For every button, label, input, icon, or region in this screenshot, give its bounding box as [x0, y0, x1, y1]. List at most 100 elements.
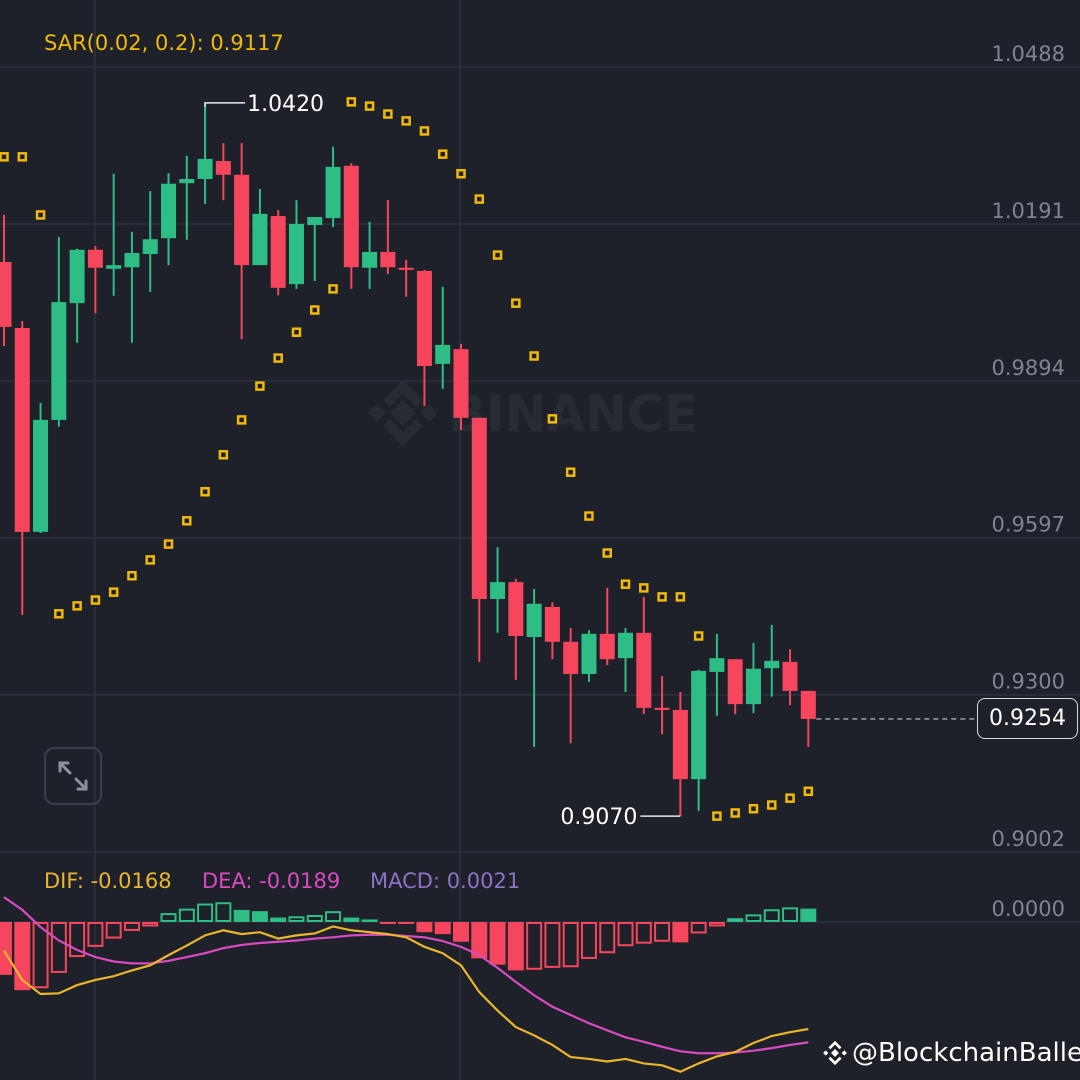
sar-dot: [547, 414, 558, 424]
macd-bar: [507, 922, 524, 971]
macd-bar: [416, 922, 433, 933]
macd-bar: [379, 922, 396, 924]
candle-down: [672, 691, 688, 817]
sar-dot: [310, 305, 320, 315]
macd-bar: [343, 917, 360, 922]
candle-body: [471, 417, 487, 599]
macd-bar: [123, 922, 140, 931]
sar-dot: [693, 631, 704, 641]
price-axis-label: 0.9894: [992, 356, 1065, 380]
candle-up: [325, 146, 341, 228]
sar-dot: [108, 587, 119, 597]
candle-body: [453, 349, 469, 418]
candle-body: [745, 668, 761, 705]
candle-body: [124, 252, 140, 268]
expand-chart-button[interactable]: [44, 747, 102, 805]
binance-logo-icon: [823, 1040, 847, 1066]
macd-bar: [690, 922, 707, 934]
candle-body: [14, 327, 30, 532]
candle-up: [490, 547, 506, 633]
sar-dot: [657, 592, 667, 602]
candle-down: [343, 163, 359, 289]
candle-down: [508, 578, 524, 680]
candle-body: [599, 633, 615, 660]
candle-body: [288, 223, 304, 285]
macd-bar: [580, 922, 597, 959]
price-axis-label: 0.9597: [992, 513, 1065, 537]
macd-legend: MACD: 0.0021: [370, 869, 521, 893]
candle-body: [544, 606, 560, 642]
candle-body: [581, 633, 597, 675]
macd-bar: [270, 917, 287, 922]
macd-bar: [87, 922, 104, 947]
candle-down: [654, 676, 670, 735]
candle-down: [471, 417, 487, 662]
candle-down: [453, 343, 469, 430]
sar-dot: [200, 487, 210, 497]
candle-body: [106, 265, 122, 269]
price-axis: 1.0488 1.0191 0.9894 0.9597 0.9300 0.9002 0.00…: [992, 42, 1065, 921]
candle-down: [380, 200, 396, 275]
candle-down: [87, 246, 103, 314]
candle-up: [764, 624, 780, 697]
binance-logo-icon: [368, 380, 438, 446]
candle-down: [563, 628, 579, 744]
candle-down: [215, 143, 231, 201]
candle-up: [581, 630, 597, 682]
candle-body: [234, 174, 250, 266]
candles: [0, 102, 816, 817]
macd-bar: [325, 911, 342, 923]
candle-body: [307, 217, 323, 225]
macd-bar: [233, 909, 250, 922]
macd-bar: [672, 922, 689, 943]
high-marker-line: [204, 102, 246, 107]
price-markers: 1.0420 0.9070: [204, 92, 977, 830]
binance-watermark: BINANCE: [368, 380, 698, 446]
sar-dot: [529, 351, 539, 361]
candle-up: [106, 173, 122, 296]
dea-line: [3, 896, 809, 1055]
dea-legend: DEA: -0.0189: [202, 869, 341, 893]
sar-dot: [0, 152, 9, 162]
macd-bar: [398, 922, 415, 924]
candle-up: [618, 628, 634, 692]
candle-body: [33, 419, 49, 532]
macd-bar: [654, 922, 671, 942]
sar-dot: [730, 808, 740, 818]
candle-body: [215, 161, 231, 175]
macd-bar: [562, 922, 579, 968]
candle-up: [362, 221, 378, 289]
candle-down: [398, 259, 414, 297]
price-axis-label: 0.9002: [992, 827, 1065, 851]
candle-body: [87, 249, 103, 268]
macd-bar: [197, 903, 214, 922]
sar-dot: [803, 786, 814, 797]
candle-down: [416, 269, 432, 407]
sar-dot: [291, 327, 302, 337]
sar-dot: [565, 467, 576, 477]
candle-down: [544, 602, 560, 660]
sar-dot: [218, 450, 229, 460]
candle-down: [599, 587, 615, 666]
candle-down: [14, 321, 30, 615]
macd-lines: [3, 896, 809, 1073]
price-axis-label: 1.0488: [992, 42, 1065, 66]
credit-text: @BlockchainBaller: [852, 1038, 1080, 1068]
candle-body: [270, 215, 286, 288]
sar-dot: [90, 595, 101, 605]
macd-bar: [32, 922, 49, 989]
candle-up: [526, 588, 542, 747]
macd-bar: [617, 922, 634, 947]
high-marker-label: 1.0420: [247, 92, 324, 117]
macd-bar: [471, 922, 488, 959]
sar-dot: [35, 210, 46, 220]
macd-bar: [69, 922, 86, 958]
sar-dot: [145, 555, 155, 565]
macd-bar: [361, 919, 378, 922]
macd-bar: [215, 902, 232, 922]
candle-up: [197, 102, 213, 204]
candle-body: [362, 251, 378, 268]
sar-dot: [401, 116, 411, 126]
sar-dot: [383, 109, 393, 119]
